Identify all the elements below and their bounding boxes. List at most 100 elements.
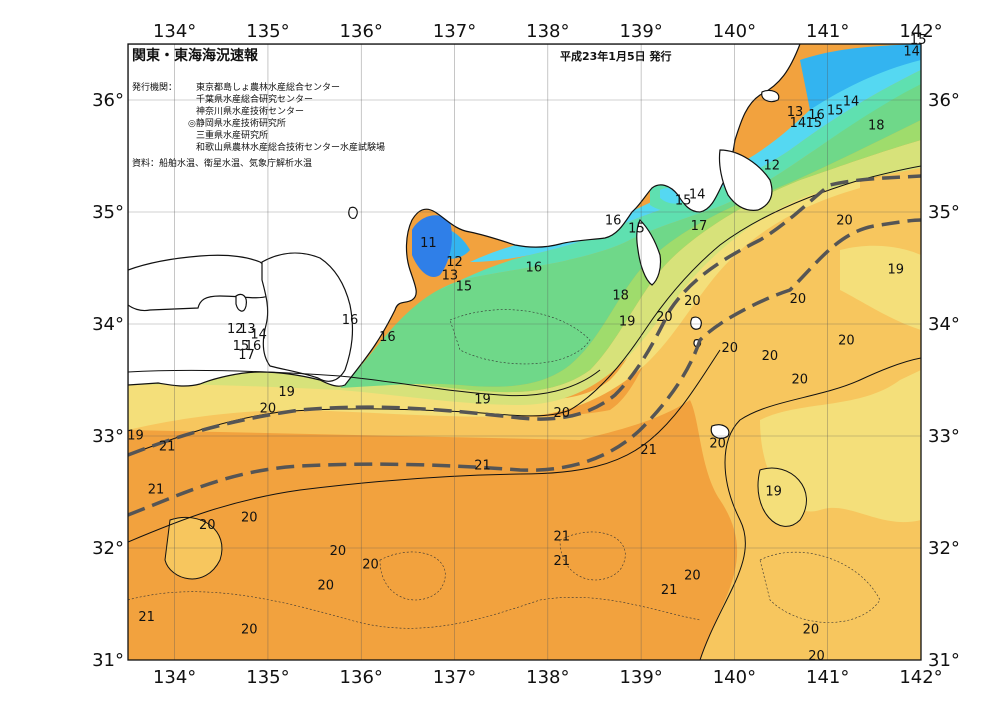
lon-tick-bottom: 134° bbox=[153, 667, 196, 688]
isotherm-label: 13 bbox=[442, 268, 459, 283]
isotherm-label: 14 bbox=[843, 95, 860, 110]
isotherm-label: 20 bbox=[260, 402, 277, 417]
issuer-name: 神奈川県水産技術センター bbox=[196, 105, 304, 117]
zone-19-se bbox=[758, 468, 807, 527]
isotherm-label: 14 bbox=[790, 116, 807, 131]
isotherm-label: 14 bbox=[250, 328, 267, 343]
isotherm-label: 18 bbox=[612, 289, 629, 304]
isotherm-label: 21 bbox=[148, 482, 165, 497]
issuer-name: ◎静岡県水産技術研究所 bbox=[188, 117, 286, 129]
lat-tick-right: 34° bbox=[928, 314, 960, 335]
isotherm-label: 14 bbox=[689, 188, 706, 203]
lat-tick-left: 36° bbox=[92, 90, 124, 111]
zone-13 bbox=[800, 44, 921, 110]
isotherm-label: 13 bbox=[787, 105, 804, 120]
isotherm-label: 18 bbox=[868, 118, 885, 133]
lat-tick-left: 33° bbox=[92, 426, 124, 447]
lon-tick-top: 134° bbox=[153, 21, 196, 42]
isotherm-label: 17 bbox=[238, 348, 255, 363]
isotherm-label: 15 bbox=[805, 116, 822, 131]
issuer-name: 和歌山県農林水産総合技術センター水産試験場 bbox=[196, 141, 385, 153]
lat-tick-right: 35° bbox=[928, 202, 960, 223]
lon-tick-top: 140° bbox=[713, 21, 756, 42]
temperature-fill bbox=[128, 44, 921, 660]
lon-tick-bottom: 137° bbox=[433, 667, 476, 688]
isotherm-label: 17 bbox=[691, 219, 708, 234]
isotherm-label: 20 bbox=[838, 333, 855, 348]
isotherm-label: 20 bbox=[684, 569, 701, 584]
lon-tick-top: 141° bbox=[806, 21, 849, 42]
lon-tick-top: 138° bbox=[526, 21, 569, 42]
isotherm-label: 20 bbox=[330, 544, 347, 559]
isotherm-label: 21 bbox=[159, 440, 176, 455]
lat-tick-right: 33° bbox=[928, 426, 960, 447]
isotherm-label: 15 bbox=[827, 104, 844, 119]
map-frame bbox=[127, 43, 922, 661]
isotherm-label: 19 bbox=[474, 393, 491, 408]
oshima-island bbox=[690, 316, 702, 330]
isotherm-label: 16 bbox=[379, 330, 396, 345]
zone-11 bbox=[412, 215, 452, 278]
issuer-name: 三重県水産研究所 bbox=[196, 129, 268, 141]
isotherm-label: 16 bbox=[605, 213, 622, 228]
lat-tick-left: 31° bbox=[92, 650, 124, 671]
lat-tick-left: 34° bbox=[92, 314, 124, 335]
lat-tick-right: 36° bbox=[928, 90, 960, 111]
isotherm-label: 21 bbox=[474, 459, 491, 474]
isotherm-label: 20 bbox=[199, 518, 216, 533]
isotherm-label: 20 bbox=[808, 649, 825, 664]
isotherm-label: 19 bbox=[127, 429, 144, 444]
isotherm-label: 21 bbox=[661, 583, 678, 598]
kuroshio-path-north bbox=[128, 174, 921, 457]
isotherm-label: 15 bbox=[456, 280, 473, 295]
lat-tick-left: 35° bbox=[92, 202, 124, 223]
isotherm-label: 21 bbox=[554, 529, 571, 544]
lon-tick-bottom: 139° bbox=[619, 667, 662, 688]
isotherm-label: 20 bbox=[684, 294, 701, 309]
data-source: 資料：船舶水温、衛星水温、気象庁解析水温 bbox=[132, 157, 312, 169]
isotherm-label: 13 bbox=[239, 322, 256, 337]
land bbox=[128, 44, 801, 439]
lon-tick-top: 136° bbox=[340, 21, 383, 42]
isotherm-label: 21 bbox=[554, 554, 571, 569]
lon-tick-top: 139° bbox=[619, 21, 662, 42]
dotted-isotherms bbox=[128, 309, 881, 629]
issuers-label: 発行機関： bbox=[132, 81, 177, 93]
isotherm-label: 15 bbox=[910, 33, 927, 48]
zone-20 bbox=[128, 166, 921, 660]
isotherm-label: 16 bbox=[526, 261, 543, 276]
isotherm-label: 19 bbox=[765, 485, 782, 500]
isotherm-label: 20 bbox=[656, 310, 673, 325]
isotherm-label: 20 bbox=[241, 510, 258, 525]
axis-ticks: 134° 135° 136° 137° 138° 139° 140° 141° 142° 134°… bbox=[92, 21, 960, 688]
isotherm-label: 15 bbox=[675, 193, 692, 208]
isotherm-label: 14 bbox=[903, 44, 920, 59]
isotherm-label: 19 bbox=[278, 385, 295, 400]
issue-date: 平成23年1月5日 発行 bbox=[560, 49, 671, 63]
isotherm-label: 20 bbox=[762, 349, 779, 364]
sado-like-island bbox=[348, 206, 358, 219]
isotherm-label: 16 bbox=[245, 339, 262, 354]
issuers-list: 東京都島しょ農林水産総合センター千葉県水産総合研究センター神奈川県水産技術センタ… bbox=[188, 81, 385, 153]
isotherm-label: 11 bbox=[420, 236, 437, 251]
lon-tick-bottom: 140° bbox=[713, 667, 756, 688]
isotherm-label: 16 bbox=[808, 108, 825, 123]
isotherm-label: 12 bbox=[227, 322, 244, 337]
isotherm-label: 20 bbox=[803, 622, 820, 637]
isotherm-label: 21 bbox=[138, 610, 155, 625]
zone-19-ne bbox=[840, 245, 921, 330]
map-title: 関東・東海海況速報 bbox=[132, 47, 259, 64]
isotherm-label: 20 bbox=[791, 373, 808, 388]
kii-peninsula bbox=[261, 252, 354, 382]
lon-tick-top: 135° bbox=[246, 21, 289, 42]
kuroshio-path bbox=[128, 174, 921, 517]
lon-tick-top: 142° bbox=[899, 21, 942, 42]
awaji-land bbox=[235, 293, 247, 312]
isotherm-label: 19 bbox=[619, 314, 636, 329]
isotherm-label: 20 bbox=[836, 213, 853, 228]
kuroshio-path-south bbox=[128, 218, 921, 517]
lat-tick-right: 31° bbox=[928, 650, 960, 671]
lat-tick-left: 32° bbox=[92, 538, 124, 559]
